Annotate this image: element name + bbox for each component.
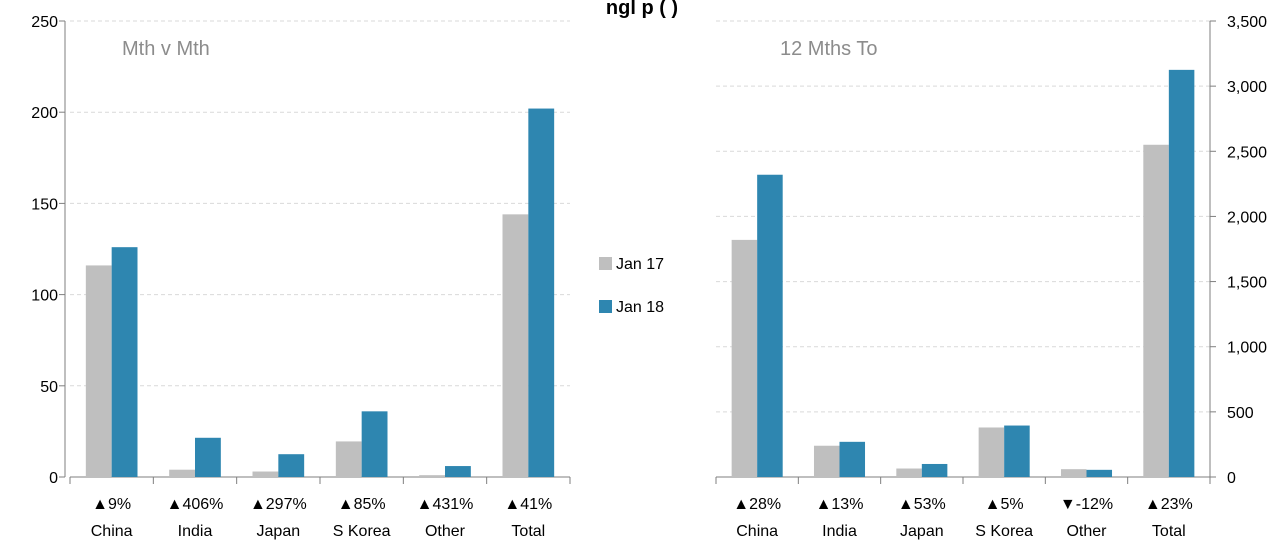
bar-jan-17	[335, 441, 362, 477]
legend: Jan 17 Jan 18	[599, 256, 664, 316]
change-label: ▲53%	[898, 496, 946, 513]
bar-jan-17	[731, 239, 758, 477]
bar-jan-18	[921, 463, 948, 477]
bar-jan-17	[978, 427, 1005, 477]
bar-jan-18	[1004, 425, 1030, 477]
category-label: China	[91, 523, 133, 540]
change-label: ▲406%	[167, 496, 224, 513]
y-tick-label: 3,500	[1227, 14, 1267, 31]
category-label: Japan	[257, 523, 301, 540]
y-tick-label: 200	[31, 105, 58, 122]
bar-jan-17	[1143, 144, 1169, 477]
panel-subtitle: Mth v Mth	[122, 38, 210, 60]
bar-jan-17	[419, 475, 445, 477]
change-label: ▲431%	[417, 496, 474, 513]
y-tick-label: 2,000	[1227, 209, 1267, 226]
y-tick-label: 500	[1227, 405, 1254, 422]
bar-jan-18	[757, 174, 783, 478]
category-label: Other	[1066, 523, 1107, 540]
bar-jan-18	[361, 411, 388, 477]
y-tick-label: 1,500	[1227, 275, 1267, 292]
category-label: S Korea	[333, 523, 391, 540]
bar-jan-17	[813, 445, 840, 477]
change-label: ▲13%	[816, 496, 864, 513]
category-label: S Korea	[975, 523, 1033, 540]
category-label: Other	[425, 523, 466, 540]
bar-jan-18	[278, 454, 305, 477]
chart-title: ngl p ( )	[606, 0, 678, 19]
panel-twelve-months-to: 0 500 1,000 1,500 2,000 2,500 3,000 3,500 ▲28% Ch…	[715, 14, 1267, 540]
category-label: India	[178, 523, 213, 540]
y-tick-label: 250	[31, 14, 58, 31]
legend-label: Jan 18	[616, 299, 664, 316]
bar-jan-17	[85, 265, 112, 477]
change-label: ▲297%	[250, 496, 307, 513]
y-tick-label: 50	[40, 379, 58, 396]
y-tick-label: 0	[49, 470, 58, 487]
bar-jan-18	[839, 441, 866, 477]
category-label: India	[822, 523, 857, 540]
change-label: ▲9%	[92, 496, 131, 513]
legend-label: Jan 17	[616, 256, 664, 273]
bar-jan-18	[1086, 469, 1113, 477]
category-label: Japan	[900, 523, 944, 540]
bar-jan-17	[1060, 469, 1087, 477]
change-label: ▲28%	[733, 496, 781, 513]
y-tick-label: 2,500	[1227, 144, 1267, 161]
category-label: China	[736, 523, 778, 540]
legend-swatch	[599, 257, 612, 270]
bar-jan-17	[169, 469, 195, 477]
bar-jan-17	[896, 468, 922, 477]
category-label: Total	[1152, 523, 1186, 540]
bar-jan-18	[1168, 69, 1195, 477]
bar-jan-18	[445, 466, 471, 477]
panel-subtitle: 12 Mths To	[780, 38, 877, 60]
change-label: ▲5%	[985, 496, 1024, 513]
bar-jan-17	[502, 214, 529, 477]
change-label: ▼-12%	[1060, 496, 1113, 513]
y-tick-label: 150	[31, 196, 58, 213]
change-label: ▲85%	[338, 496, 386, 513]
bar-jan-17	[252, 471, 279, 477]
y-tick-label: 0	[1227, 470, 1236, 487]
y-tick-label: 100	[31, 288, 58, 305]
y-tick-label: 3,000	[1227, 79, 1267, 96]
bar-jan-18	[111, 247, 138, 477]
category-label: Total	[511, 523, 545, 540]
change-label: ▲41%	[504, 496, 552, 513]
y-tick-label: 1,000	[1227, 340, 1267, 357]
change-label: ▲23%	[1145, 496, 1193, 513]
bar-jan-18	[195, 437, 221, 477]
legend-swatch	[599, 300, 612, 313]
bar-jan-18	[528, 108, 555, 477]
panel-month-vs-month: 0 50 100 150 200 250 ▲9% China ▲406% India ▲297% Ja…	[31, 14, 571, 540]
